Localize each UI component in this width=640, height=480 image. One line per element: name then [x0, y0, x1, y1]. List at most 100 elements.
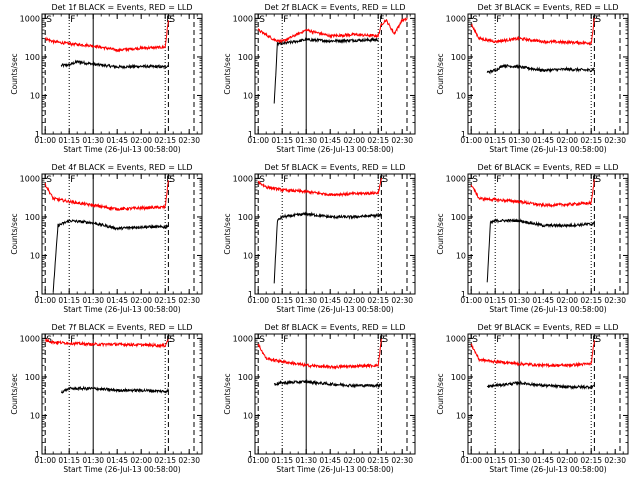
- x-tick-label: 01:15: [58, 296, 80, 305]
- event-marker-label: E: [379, 335, 385, 345]
- lld-series-line: [257, 17, 408, 44]
- event-marker-label: E: [166, 335, 172, 345]
- x-tick-label: 01:15: [271, 136, 293, 145]
- x-tick-label: 01:45: [106, 136, 128, 145]
- x-tick-label: 01:15: [271, 456, 293, 465]
- y-tick-label: 100: [451, 373, 466, 382]
- y-axis-label: Counts/sec: [223, 213, 232, 254]
- y-tick-label: 10: [456, 251, 466, 260]
- plot-frame: [254, 13, 416, 135]
- y-tick-label: 1000: [20, 334, 40, 343]
- y-axis-label: Counts/sec: [436, 373, 445, 414]
- event-marker-label: S: [169, 175, 175, 185]
- x-tick-label: 01:45: [319, 456, 341, 465]
- x-tick-label: 01:00: [34, 136, 56, 145]
- event-marker-label: S: [46, 175, 52, 185]
- y-tick-label: 10: [30, 251, 40, 260]
- event-marker-label: S: [595, 335, 601, 345]
- y-axis-label: Counts/sec: [436, 213, 445, 254]
- event-marker-label: F: [379, 15, 384, 25]
- x-tick-label: 01:00: [247, 136, 269, 145]
- y-tick-label: 10: [456, 91, 466, 100]
- y-tick-label: 10: [243, 91, 253, 100]
- panel: Det 6f BLACK = Events, RED = LLD 1 10 100 10…: [436, 163, 629, 314]
- events-series-line: [273, 36, 379, 104]
- y-axis-label: Counts/sec: [10, 373, 19, 414]
- event-marker-label: F: [496, 335, 501, 345]
- event-marker-label: F: [283, 15, 288, 25]
- y-tick-label: 100: [25, 213, 40, 222]
- x-tick-label: 02:15: [367, 456, 389, 465]
- x-tick-label: 02:00: [343, 456, 365, 465]
- x-tick-label: 01:45: [319, 296, 341, 305]
- plot-frame: [41, 13, 203, 135]
- x-axis-label: Start Time (26-Jul-13 00:58:00): [489, 465, 606, 474]
- event-marker-label: F: [70, 15, 75, 25]
- events-series-line: [60, 59, 169, 70]
- event-marker-label: F: [496, 15, 501, 25]
- x-tick-label: 02:00: [130, 456, 152, 465]
- x-tick-label: 02:30: [391, 296, 413, 305]
- x-tick-label: 01:00: [34, 456, 56, 465]
- y-tick-label: 1: [35, 130, 40, 139]
- y-axis-label: Counts/sec: [223, 373, 232, 414]
- events-series-line: [273, 379, 382, 389]
- x-axis-label: Start Time (26-Jul-13 00:58:00): [63, 145, 180, 154]
- y-axis-label: Counts/sec: [223, 53, 232, 94]
- y-tick-label: 1000: [233, 14, 253, 23]
- event-marker-label: F: [496, 175, 501, 185]
- x-tick-label: 02:00: [130, 136, 152, 145]
- y-tick-label: 1000: [233, 174, 253, 183]
- x-tick-label: 02:15: [154, 296, 176, 305]
- x-tick-label: 01:15: [58, 136, 80, 145]
- y-tick-label: 1: [461, 450, 466, 459]
- x-tick-label: 01:00: [247, 296, 269, 305]
- plot-frame: [41, 173, 203, 295]
- x-tick-label: 02:00: [556, 456, 578, 465]
- panel-title: Det 9f BLACK = Events, RED = LLD: [477, 323, 618, 332]
- events-series-line: [60, 385, 169, 394]
- panel-title: Det 1f BLACK = Events, RED = LLD: [51, 3, 192, 12]
- event-marker-label: S: [595, 175, 601, 185]
- event-marker-label: S: [382, 335, 388, 345]
- x-tick-label: 02:30: [391, 136, 413, 145]
- panel: Det 2f BLACK = Events, RED = LLD 1 10 100 10…: [223, 3, 416, 154]
- panel-title: Det 5f BLACK = Events, RED = LLD: [264, 163, 405, 172]
- x-axis-label: Start Time (26-Jul-13 00:58:00): [489, 305, 606, 314]
- panel: Det 1f BLACK = Events, RED = LLD 1 10 100 10…: [10, 3, 203, 154]
- event-marker-label: S: [169, 15, 175, 25]
- x-tick-label: 01:45: [319, 136, 341, 145]
- x-tick-label: 01:45: [532, 136, 554, 145]
- x-tick-label: 01:30: [508, 456, 530, 465]
- x-tick-label: 02:30: [178, 136, 200, 145]
- event-marker-label: S: [472, 335, 478, 345]
- x-tick-label: 02:15: [367, 296, 389, 305]
- lld-series-line: [470, 17, 595, 47]
- x-tick-label: 02:15: [154, 456, 176, 465]
- lld-series-line: [44, 20, 169, 53]
- x-tick-label: 02:30: [604, 456, 626, 465]
- x-tick-label: 01:00: [460, 296, 482, 305]
- y-tick-label: 100: [451, 53, 466, 62]
- panel-title: Det 2f BLACK = Events, RED = LLD: [264, 3, 405, 12]
- x-tick-label: 02:00: [556, 296, 578, 305]
- y-tick-label: 1000: [446, 334, 466, 343]
- x-tick-label: 01:45: [532, 296, 554, 305]
- y-tick-label: 100: [238, 53, 253, 62]
- x-tick-label: 02:30: [604, 296, 626, 305]
- x-tick-label: 01:45: [106, 296, 128, 305]
- y-tick-label: 1000: [446, 174, 466, 183]
- panel-title: Det 8f BLACK = Events, RED = LLD: [264, 323, 405, 332]
- x-tick-label: 01:15: [484, 296, 506, 305]
- y-tick-label: 10: [30, 411, 40, 420]
- x-tick-label: 01:30: [82, 296, 104, 305]
- event-marker-label: F: [283, 175, 288, 185]
- events-series-line: [486, 63, 595, 75]
- x-tick-label: 01:30: [508, 296, 530, 305]
- x-axis-label: Start Time (26-Jul-13 00:58:00): [276, 145, 393, 154]
- x-axis-label: Start Time (26-Jul-13 00:58:00): [276, 305, 393, 314]
- y-tick-label: 100: [25, 373, 40, 382]
- plot-frame: [467, 173, 629, 295]
- x-tick-label: 01:00: [34, 296, 56, 305]
